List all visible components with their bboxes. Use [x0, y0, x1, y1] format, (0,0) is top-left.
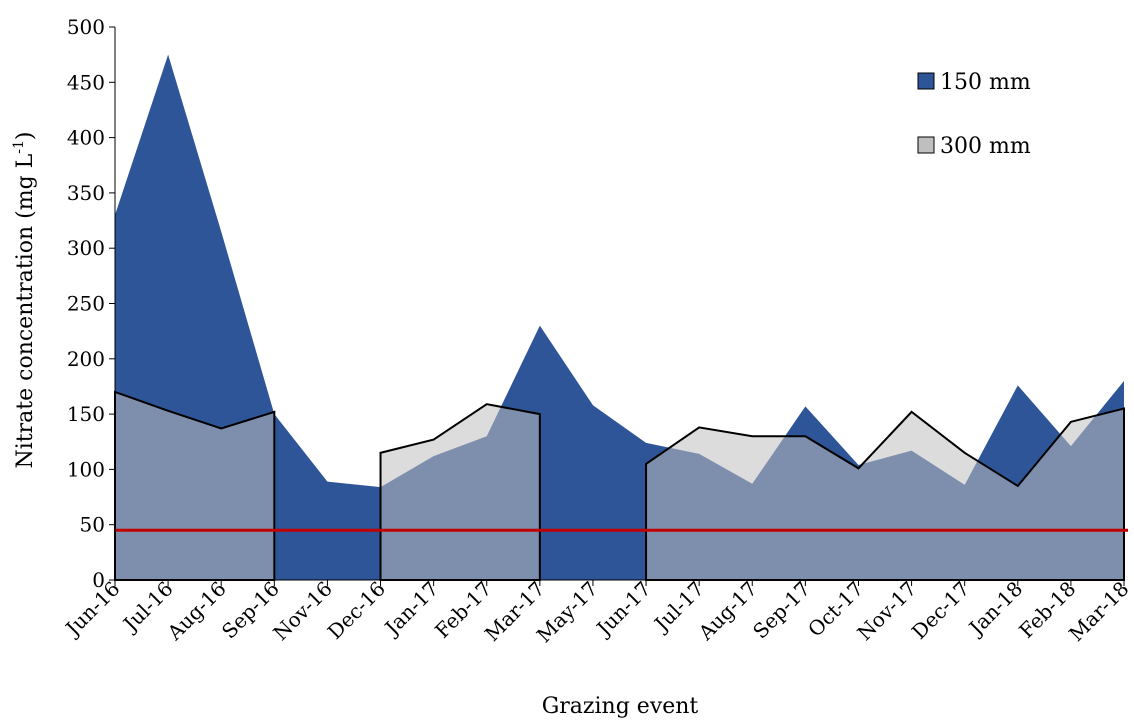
legend-label-150mm: 150 mm	[940, 70, 1031, 95]
y-tick-label-250: 250	[67, 292, 105, 316]
x-tick-label-Jun-17: Jun-17	[591, 577, 656, 642]
y-tick-label-100: 100	[67, 457, 105, 481]
x-tick-label-Nov-17: Nov-17	[852, 577, 921, 646]
y-tick-label-350: 350	[67, 181, 105, 205]
y-tick-label-300: 300	[67, 236, 105, 260]
x-tick-label-Aug-16: Aug-16	[162, 577, 231, 646]
y-tick-label-200: 200	[67, 347, 105, 371]
y-axis-title-superscript: -1	[11, 140, 27, 154]
x-axis-title: Grazing event	[542, 694, 699, 719]
series-area-300mm-segment-3	[645, 407, 1125, 581]
x-tick-label-Jan-17: Jan-17	[379, 577, 443, 641]
series-area-300mm-segment-1	[114, 390, 276, 581]
series-fill-layer	[114, 54, 1125, 581]
x-tick-label-Nov-16: Nov-16	[268, 577, 337, 646]
x-tick-label-Aug-17: Aug-17	[693, 577, 762, 646]
y-tick-label-0: 0	[92, 568, 105, 592]
y-tick-label-500: 500	[67, 15, 105, 39]
y-axis-title-main: Nitrate concentration (mg L	[13, 153, 38, 468]
x-tick-label-Dec-16: Dec-16	[323, 577, 390, 644]
y-tick-label-400: 400	[67, 126, 105, 150]
x-tick-label-Sep-17: Sep-17	[748, 577, 815, 644]
y-tick-label-150: 150	[67, 402, 105, 426]
series-area-300mm-segment-2	[379, 403, 541, 581]
axes-layer	[109, 26, 1128, 586]
x-tick-label-Jan-18: Jan-18	[963, 577, 1027, 641]
legend-swatch-300mm	[917, 136, 935, 154]
y-axis-title-close: )	[13, 132, 38, 141]
y-tick-label-50: 50	[80, 513, 105, 537]
y-tick-label-450: 450	[67, 70, 105, 94]
y-axis-title: Nitrate concentration (mg L-1)	[11, 132, 38, 469]
x-tick-label-Dec-17: Dec-17	[907, 577, 974, 644]
legend: 150 mm 300 mm	[917, 70, 1031, 159]
legend-label-300mm: 300 mm	[940, 134, 1031, 159]
legend-swatch-150mm	[917, 72, 935, 90]
x-tick-label-Mar-18: Mar-18	[1064, 577, 1133, 646]
